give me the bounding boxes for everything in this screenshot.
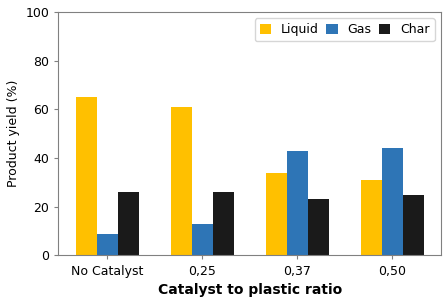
Bar (171, 107, 192, 255)
Bar (308, 199, 329, 255)
Bar (382, 148, 403, 255)
Bar (266, 173, 287, 255)
X-axis label: Catalyst to plastic ratio: Catalyst to plastic ratio (158, 283, 342, 297)
Bar (403, 195, 424, 255)
Bar (287, 151, 308, 255)
Bar (361, 180, 382, 255)
Bar (213, 192, 233, 255)
Bar (118, 192, 138, 255)
Bar (192, 224, 213, 255)
Legend: Liquid, Gas, Char: Liquid, Gas, Char (254, 18, 435, 41)
Bar (97, 233, 118, 255)
Bar (76, 97, 97, 255)
Y-axis label: Product yield (%): Product yield (%) (7, 80, 20, 187)
